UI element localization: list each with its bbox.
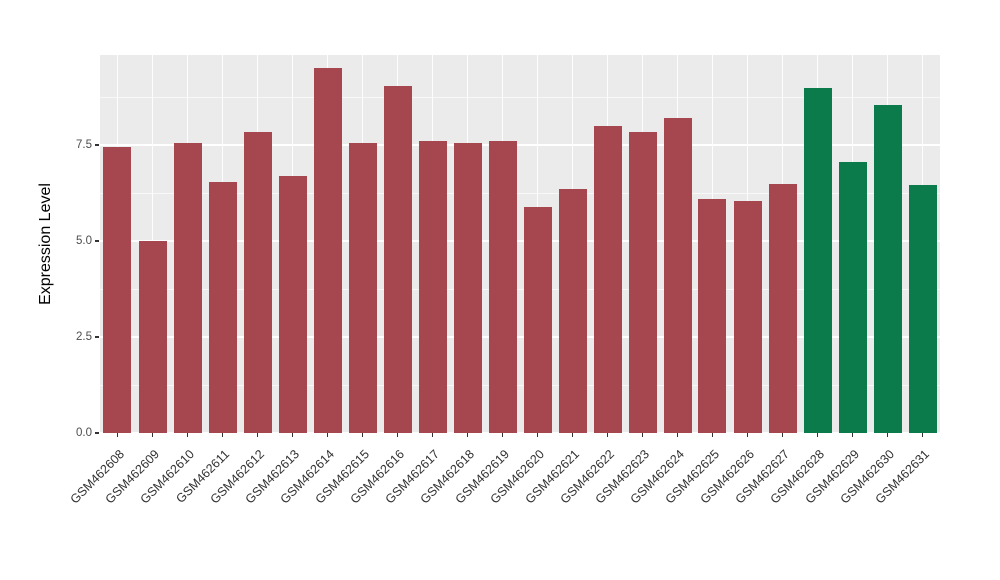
bar-GSM462623 [628, 131, 657, 433]
y-tick-mark [95, 336, 99, 338]
x-tick-mark [816, 433, 819, 437]
y-tick-mark [95, 432, 99, 434]
y-tick-label: 5.0 [76, 235, 92, 248]
bar-GSM462608 [103, 147, 132, 433]
bar-GSM462629 [838, 162, 867, 433]
bar-GSM462615 [348, 143, 377, 433]
y-axis-tick-marks [95, 55, 99, 434]
x-tick-mark [396, 433, 399, 437]
x-tick-mark [466, 433, 469, 437]
x-tick-mark [641, 433, 644, 437]
bar-GSM462627 [768, 183, 797, 433]
minor-gridline [100, 288, 940, 290]
bar-GSM462613 [278, 175, 307, 433]
bar-GSM462625 [698, 198, 727, 433]
x-tick-mark [711, 433, 714, 437]
x-tick-mark [781, 433, 784, 437]
x-tick-mark [606, 433, 609, 437]
x-tick-mark [536, 433, 539, 437]
bar-GSM462618 [453, 143, 482, 433]
major-gridline [100, 144, 940, 147]
y-tick-mark [95, 144, 99, 146]
y-tick-label: 7.5 [76, 139, 92, 152]
bar-GSM462617 [418, 141, 447, 433]
minor-gridline [100, 96, 940, 98]
bar-GSM462626 [733, 200, 762, 433]
bar-GSM462624 [663, 118, 692, 433]
bar-GSM462622 [593, 126, 622, 433]
bar-GSM462612 [243, 131, 272, 433]
x-tick-mark [291, 433, 294, 437]
x-tick-mark [746, 433, 749, 437]
bar-GSM462620 [523, 206, 552, 433]
x-axis-tick-marks [100, 433, 940, 437]
y-tick-mark [95, 240, 99, 242]
y-tick-label: 0.0 [76, 427, 92, 439]
bar-GSM462610 [173, 143, 202, 433]
y-axis-tick-labels: 0.0 2.5 5.0 7.5 [0, 55, 92, 439]
major-gridline [100, 432, 940, 433]
x-tick-mark [256, 433, 259, 437]
x-tick-mark [431, 433, 434, 437]
bar-GSM462631 [908, 185, 937, 433]
major-gridline [100, 240, 940, 243]
bar-GSM462611 [208, 181, 237, 433]
y-tick-label: 2.5 [76, 331, 92, 344]
minor-gridline [100, 384, 940, 386]
bar-GSM462621 [558, 189, 587, 433]
x-tick-mark [501, 433, 504, 437]
major-gridline [100, 336, 940, 339]
x-tick-mark [571, 433, 574, 437]
bar-GSM462614 [313, 68, 342, 433]
plot-panel [100, 55, 940, 433]
x-tick-mark [361, 433, 364, 437]
x-tick-mark [151, 433, 154, 437]
x-tick-mark [221, 433, 224, 437]
x-tick-mark [921, 433, 924, 437]
x-tick-mark [676, 433, 679, 437]
x-tick-mark [186, 433, 189, 437]
bar-GSM462616 [383, 85, 412, 433]
bar-GSM462628 [803, 87, 832, 433]
bar-GSM462630 [873, 104, 902, 433]
minor-gridline [100, 192, 940, 194]
bar-GSM462609 [138, 241, 167, 433]
x-tick-mark [886, 433, 889, 437]
x-tick-mark [116, 433, 119, 437]
bar-GSM462619 [488, 141, 517, 433]
x-tick-mark [851, 433, 854, 437]
x-tick-mark [326, 433, 329, 437]
x-axis-tick-labels: GSM462608 GSM462609 GSM462610 GSM462611 GSM4… [68, 441, 940, 571]
